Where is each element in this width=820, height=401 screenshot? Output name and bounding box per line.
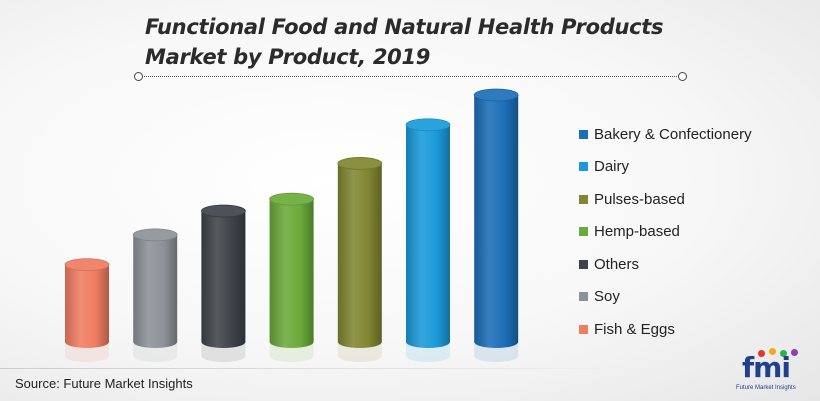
bar-hemp-based bbox=[269, 192, 315, 362]
divider-dot-right bbox=[678, 72, 687, 81]
logo-dots-icon bbox=[758, 348, 808, 358]
legend-label: Pulses-based bbox=[594, 190, 685, 208]
bar-body bbox=[337, 163, 382, 348]
legend-swatch bbox=[579, 292, 588, 302]
chart-title-line-1: Functional Food and Natural Health Produ… bbox=[145, 15, 664, 39]
chart-title: Functional Food and Natural Health Produ… bbox=[145, 12, 705, 72]
bar-pulses-based bbox=[337, 157, 383, 362]
bar-bakery-confectionery bbox=[473, 88, 519, 362]
title-divider bbox=[134, 72, 687, 82]
bar-soy bbox=[132, 228, 178, 362]
legend-item: Fish & Eggs bbox=[579, 313, 789, 346]
chart-legend: Bakery & Confectionery Dairy Pulses-based H… bbox=[579, 118, 789, 346]
legend-label: Bakery & Confectionery bbox=[594, 125, 752, 143]
bar-top bbox=[132, 228, 178, 242]
bar-body bbox=[269, 199, 314, 348]
legend-swatch bbox=[579, 194, 588, 204]
legend-swatch bbox=[579, 259, 588, 269]
bar-top bbox=[200, 204, 246, 218]
source-note: Source: Future Market Insights bbox=[15, 376, 193, 391]
bar-body bbox=[133, 234, 178, 348]
bar-top bbox=[337, 157, 383, 170]
chart-title-line-2: Market by Product, 2019 bbox=[145, 45, 431, 69]
legend-item: Pulses-based bbox=[579, 183, 789, 216]
bar-body bbox=[201, 211, 246, 348]
bar-body bbox=[474, 95, 519, 348]
logo-mark: fmi bbox=[742, 351, 791, 384]
legend-swatch bbox=[579, 324, 588, 334]
source-divider bbox=[0, 368, 600, 369]
bar-fish-eggs bbox=[64, 258, 110, 362]
bar-top bbox=[473, 88, 519, 102]
bar-top bbox=[269, 192, 315, 206]
legend-item: Dairy bbox=[579, 151, 789, 184]
bar-top bbox=[64, 258, 110, 272]
legend-label: Others bbox=[594, 255, 640, 273]
fmi-logo: fmi Future Market Insights bbox=[736, 348, 816, 397]
legend-label: Soy bbox=[594, 288, 620, 306]
divider-dot-left bbox=[134, 72, 143, 81]
legend-label: Hemp-based bbox=[594, 223, 680, 241]
bar-others bbox=[200, 204, 246, 362]
legend-swatch bbox=[579, 227, 588, 237]
legend-item: Others bbox=[579, 248, 789, 281]
legend-label: Dairy bbox=[594, 158, 630, 176]
legend-swatch bbox=[579, 162, 588, 172]
bar-body bbox=[65, 264, 109, 348]
legend-item: Soy bbox=[579, 281, 789, 314]
legend-item: Hemp-based bbox=[579, 216, 789, 249]
legend-label: Fish & Eggs bbox=[594, 320, 675, 338]
legend-swatch bbox=[579, 129, 588, 139]
bar-dairy bbox=[405, 118, 451, 362]
legend-item: Bakery & Confectionery bbox=[579, 118, 789, 151]
bar-body bbox=[406, 124, 450, 348]
logo-subtitle: Future Market Insights bbox=[736, 385, 796, 391]
bar-top bbox=[405, 118, 451, 132]
